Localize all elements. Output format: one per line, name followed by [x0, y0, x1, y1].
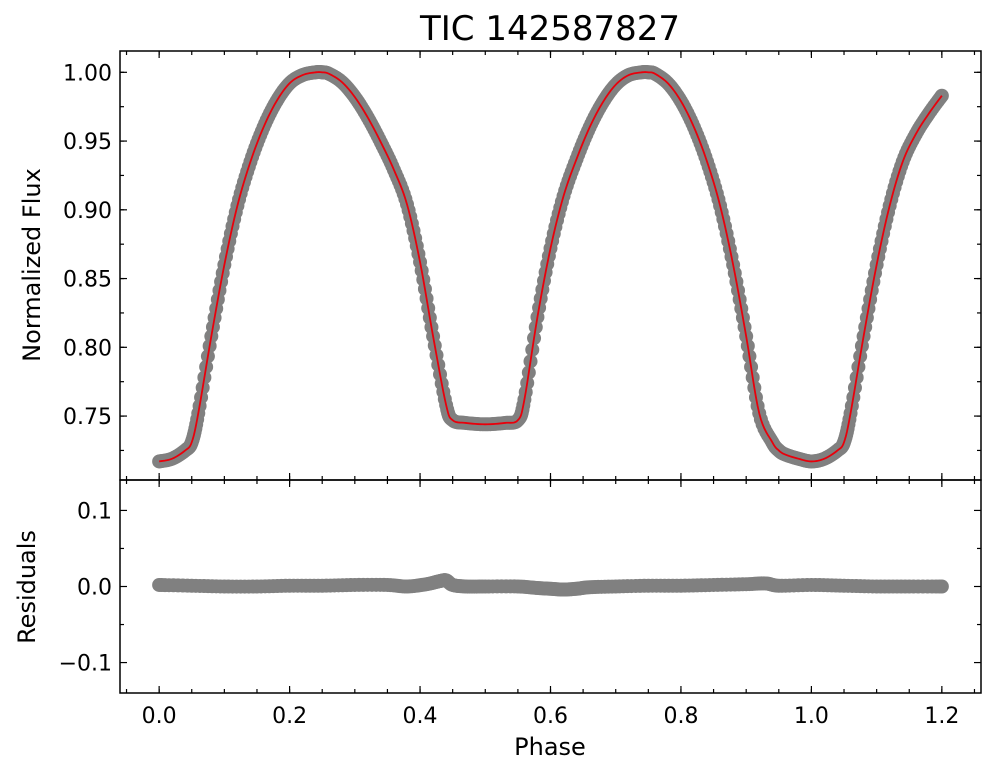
x-tick-label: 1.0: [794, 704, 829, 729]
flux-model-line: [158, 71, 943, 463]
residual-data-point: [934, 579, 949, 594]
residual-axis-ticks: −0.1 0.0 0.1 0.0 0.2 0.4 0.6 0.8 1.0 1.2: [59, 480, 981, 729]
residual-panel: −0.1 0.0 0.1 0.0 0.2 0.4 0.6 0.8 1.0 1.2: [59, 479, 982, 729]
y-tick-label: 0.90: [63, 199, 112, 224]
residual-series: [152, 573, 949, 597]
x-tick-label: 0.8: [663, 704, 698, 729]
x-tick-label: 0.4: [403, 704, 438, 729]
flux-model-series: [158, 71, 943, 463]
chart-title: TIC 142587827: [419, 9, 680, 49]
y-tick-label: −0.1: [59, 652, 112, 677]
y-tick-label: 0.0: [77, 576, 112, 601]
x-tick-label: 0.0: [142, 704, 177, 729]
x-tick-label: 0.2: [272, 704, 307, 729]
flux-observed-series: [152, 65, 949, 469]
y-tick-label: 0.1: [77, 499, 112, 524]
y-tick-label: 0.85: [63, 268, 112, 293]
flux-y-axis-label: Normalized Flux: [18, 168, 46, 362]
y-tick-label: 0.80: [63, 336, 112, 361]
residual-panel-frame: [119, 479, 982, 694]
y-tick-label: 0.95: [63, 130, 112, 155]
y-tick-label: 1.00: [63, 61, 112, 86]
flux-axis-ticks: 0.75 0.80 0.85 0.90 0.95 1.00: [63, 51, 981, 480]
x-axis-label: Phase: [514, 733, 586, 761]
flux-panel: 0.75 0.80 0.85 0.90 0.95 1.00: [63, 50, 982, 481]
residual-y-axis-label: Residuals: [13, 530, 41, 644]
x-tick-label: 1.2: [924, 704, 959, 729]
x-tick-label: 0.6: [533, 704, 568, 729]
y-tick-label: 0.75: [63, 405, 112, 430]
